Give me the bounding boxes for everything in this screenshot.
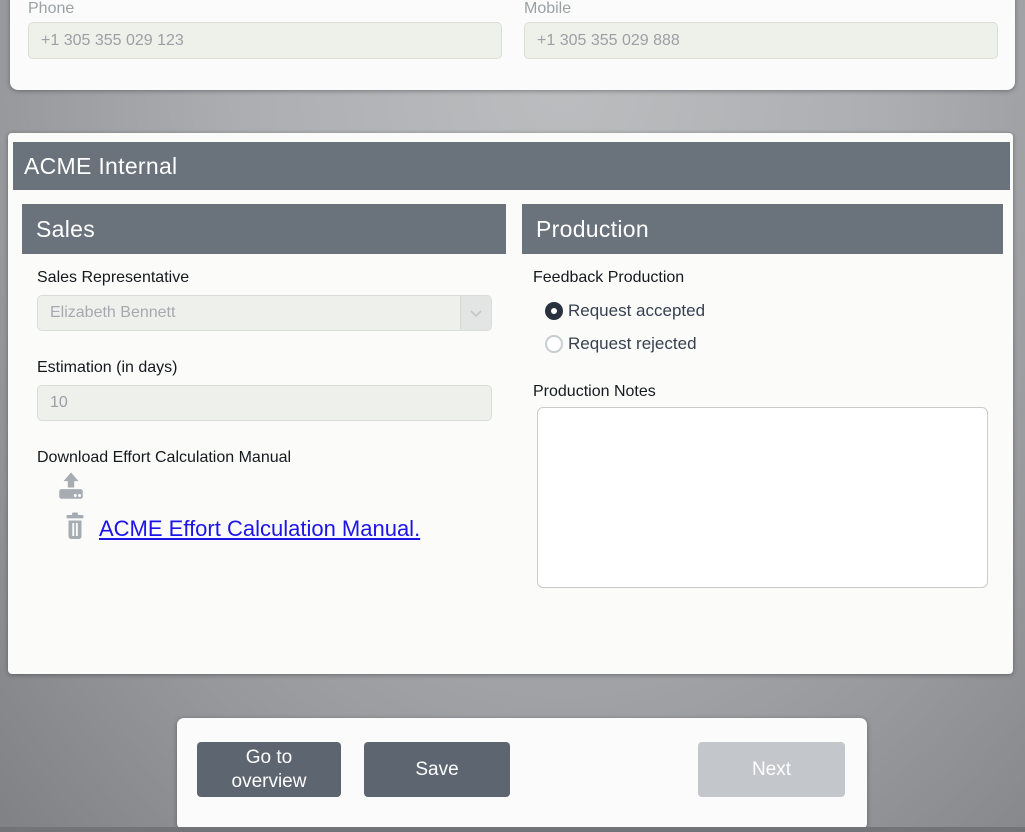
acme-internal-card: ACME Internal Sales Production Sales Rep…	[8, 133, 1013, 674]
sales-representative-value: Elizabeth Bennett	[50, 304, 176, 321]
effort-manual-link[interactable]: ACME Effort Calculation Manual.	[99, 516, 421, 541]
mobile-field-group: Mobile	[524, 0, 998, 90]
production-notes-textarea[interactable]	[537, 407, 988, 588]
contact-card: Phone Mobile	[10, 0, 1015, 90]
mobile-label: Mobile	[524, 0, 572, 17]
radio-option-request-rejected[interactable]: Request rejected	[545, 333, 697, 355]
go-to-overview-button[interactable]: Go to overview	[197, 742, 341, 797]
mobile-input[interactable]	[524, 22, 998, 59]
phone-label: Phone	[28, 0, 75, 17]
chevron-down-icon	[470, 310, 482, 318]
upload-icon[interactable]	[55, 471, 87, 503]
window-bottom-edge	[0, 827, 1025, 832]
save-button[interactable]: Save	[364, 742, 510, 797]
radio-option-request-accepted[interactable]: Request accepted	[545, 300, 705, 322]
estimation-input[interactable]	[37, 385, 492, 421]
radio-unselected-icon[interactable]	[545, 335, 563, 353]
download-manual-label: Download Effort Calculation Manual	[37, 449, 292, 466]
radio-label: Request rejected	[568, 334, 697, 353]
phone-field-group: Phone	[28, 0, 502, 90]
select-dropdown-button[interactable]	[460, 296, 491, 330]
production-notes-label: Production Notes	[533, 383, 656, 400]
next-button[interactable]: Next	[698, 742, 845, 797]
acme-internal-header: ACME Internal	[13, 142, 1010, 190]
radio-label: Request accepted	[568, 301, 706, 320]
radio-selected-icon[interactable]	[545, 302, 563, 320]
trash-icon[interactable]	[63, 512, 87, 541]
phone-input[interactable]	[28, 22, 502, 59]
sales-representative-label: Sales Representative	[37, 269, 190, 286]
production-section-header: Production	[522, 204, 1003, 254]
estimation-label: Estimation (in days)	[37, 359, 178, 376]
sales-representative-select[interactable]: Elizabeth Bennett	[37, 295, 492, 331]
feedback-production-label: Feedback Production	[533, 269, 685, 286]
footer-action-bar: Go to overview Save Next	[177, 718, 867, 830]
sales-section-header: Sales	[22, 204, 506, 254]
